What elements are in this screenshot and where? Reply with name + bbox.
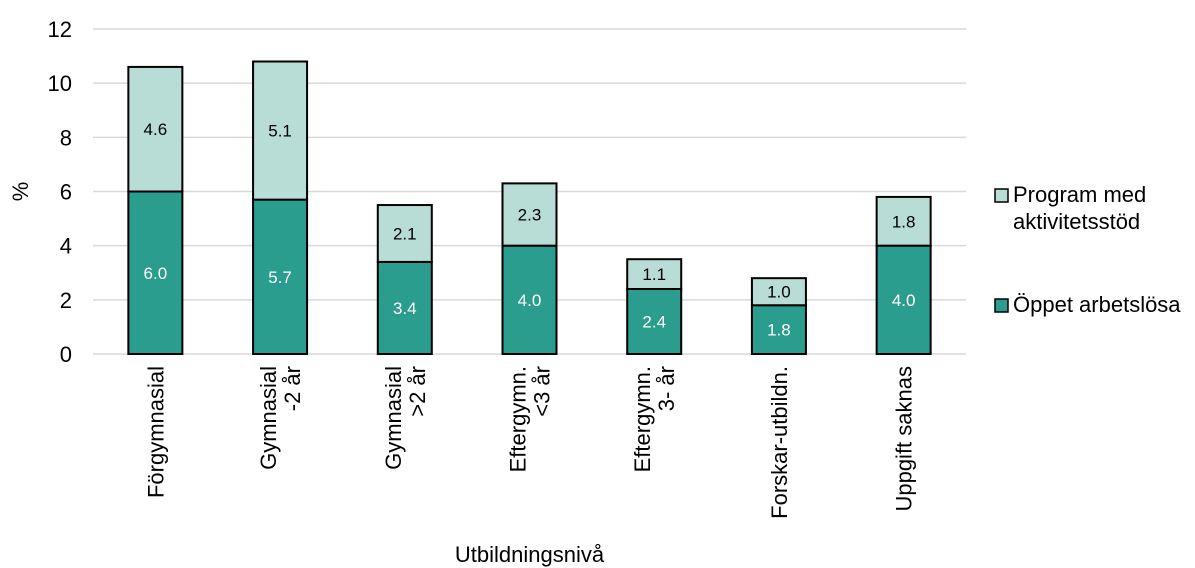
data-label: 2.1	[393, 224, 417, 243]
data-label: 1.1	[642, 265, 666, 284]
legend-label: Öppet arbetslösa	[1013, 292, 1181, 317]
bar-segment	[875, 244, 932, 356]
bar-segment	[875, 195, 932, 247]
data-label: 2.3	[518, 206, 542, 225]
data-label: 4.0	[518, 291, 542, 310]
legend-label: Program med	[1013, 182, 1146, 207]
bars: 6.0 4.6 5.7 5.1 3.4 2.1 4.0 2.3 2.4 1.1 1.8 1.0 4.0 1…	[127, 60, 932, 356]
category-label-line: Förgymnasial	[143, 366, 168, 498]
bar-segment	[252, 198, 309, 355]
data-label: 4.0	[892, 291, 916, 310]
y-tick-label: 4	[60, 234, 72, 259]
y-tick-label: 8	[60, 125, 72, 150]
category-label-line: -2 år	[280, 366, 305, 411]
bar-segment	[626, 258, 683, 291]
data-label: 1.8	[767, 321, 791, 340]
bar-segment	[376, 204, 433, 263]
bar-segment	[750, 304, 807, 355]
legend-swatch	[994, 188, 1009, 203]
bar-segment	[501, 244, 558, 356]
data-label: 1.8	[892, 212, 916, 231]
category-label-line: Gymnasial	[256, 366, 281, 470]
y-tick-label: 2	[60, 288, 72, 313]
bar-segment	[750, 277, 807, 307]
category-label-line: 3- år	[654, 366, 679, 411]
bar-segment	[501, 182, 558, 247]
data-label: 5.1	[268, 122, 292, 141]
y-axis-title: %	[8, 182, 33, 202]
category-label-line: Eftergymn.	[630, 366, 655, 472]
x-axis-title: Utbildningsnivå	[455, 542, 605, 567]
category-label: Förgymnasial	[143, 366, 168, 498]
legend-swatch	[994, 298, 1009, 313]
data-label: 3.4	[393, 299, 417, 318]
category-label-line: Gymnasial	[381, 366, 406, 470]
category-label: Eftergymn. <3 år	[506, 366, 555, 472]
data-label: 4.6	[144, 120, 168, 139]
category-label-line: >2 år	[405, 366, 430, 417]
y-tick-label: 6	[60, 180, 72, 205]
category-label-line: Eftergymn.	[506, 366, 531, 472]
y-tick-label: 10	[48, 71, 72, 96]
bar-segment	[376, 260, 433, 355]
bar-segment	[252, 60, 309, 201]
y-tick-label: 0	[60, 342, 72, 367]
category-label: Gymnasial -2 år	[256, 366, 305, 470]
category-label: Forskar-utbildn.	[767, 366, 792, 519]
y-axis: 0 2 4 6 8 10 12	[48, 17, 72, 367]
data-label: 6.0	[144, 264, 168, 283]
category-label: Uppgift saknas	[892, 366, 917, 512]
y-tick-label: 12	[48, 17, 72, 42]
category-label-line: Forskar-utbildn.	[767, 366, 792, 519]
category-label-line: Uppgift saknas	[892, 366, 917, 512]
category-label: Eftergymn. 3- år	[630, 366, 679, 472]
data-label: 1.0	[767, 283, 791, 302]
data-label: 5.7	[268, 268, 292, 287]
bar-segment	[127, 190, 184, 355]
category-label: Gymnasial >2 år	[381, 366, 430, 470]
legend-label: aktivitetsstöd	[1013, 209, 1140, 234]
category-label-line: <3 år	[530, 366, 555, 417]
x-axis: Förgymnasial Gymnasial -2 år Gymnasial >2 år…	[143, 366, 916, 519]
data-label: 2.4	[642, 313, 666, 332]
bar-segment	[127, 65, 184, 193]
bar-segment	[626, 288, 683, 355]
